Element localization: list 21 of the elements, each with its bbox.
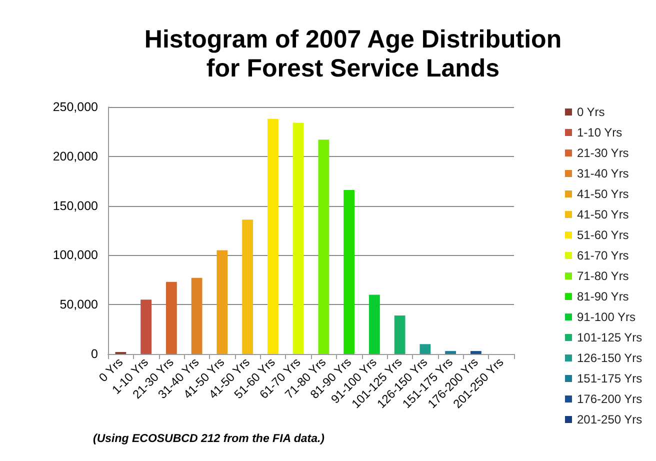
y-tick-label: 150,000 bbox=[52, 198, 98, 213]
chart-title: Histogram of 2007 Age Distribution for Forest Service Lands bbox=[144, 26, 562, 82]
legend-label: 101-125 Yrs bbox=[577, 330, 642, 344]
legend-label: 31-40 Yrs bbox=[577, 166, 629, 180]
legend-label: 71-80 Yrs bbox=[577, 269, 629, 283]
legend-label: 91-100 Yrs bbox=[577, 310, 636, 324]
legend-label: 21-30 Yrs bbox=[577, 146, 629, 160]
legend-label: 61-70 Yrs bbox=[577, 248, 629, 262]
legend-label: 41-50 Yrs bbox=[577, 208, 629, 222]
legend-label: 41-50 Yrs bbox=[577, 187, 629, 201]
legend-label: 1-10 Yrs bbox=[577, 126, 622, 140]
legend-label: 51-60 Yrs bbox=[577, 228, 629, 242]
y-tick-label: 250,000 bbox=[52, 100, 98, 114]
y-tick-label: 100,000 bbox=[52, 248, 98, 262]
y-tick-label: 200,000 bbox=[52, 149, 98, 164]
legend-label: 0 Yrs bbox=[577, 105, 605, 119]
y-tick-label: 0 bbox=[91, 347, 98, 361]
legend-label: 81-90 Yrs bbox=[577, 290, 629, 304]
y-tick-label: 50,000 bbox=[60, 298, 98, 312]
legend-label: 201-250 Yrs bbox=[577, 412, 642, 426]
text: (Using ECOSUBCD 212 from the FIA data.) bbox=[93, 433, 325, 445]
